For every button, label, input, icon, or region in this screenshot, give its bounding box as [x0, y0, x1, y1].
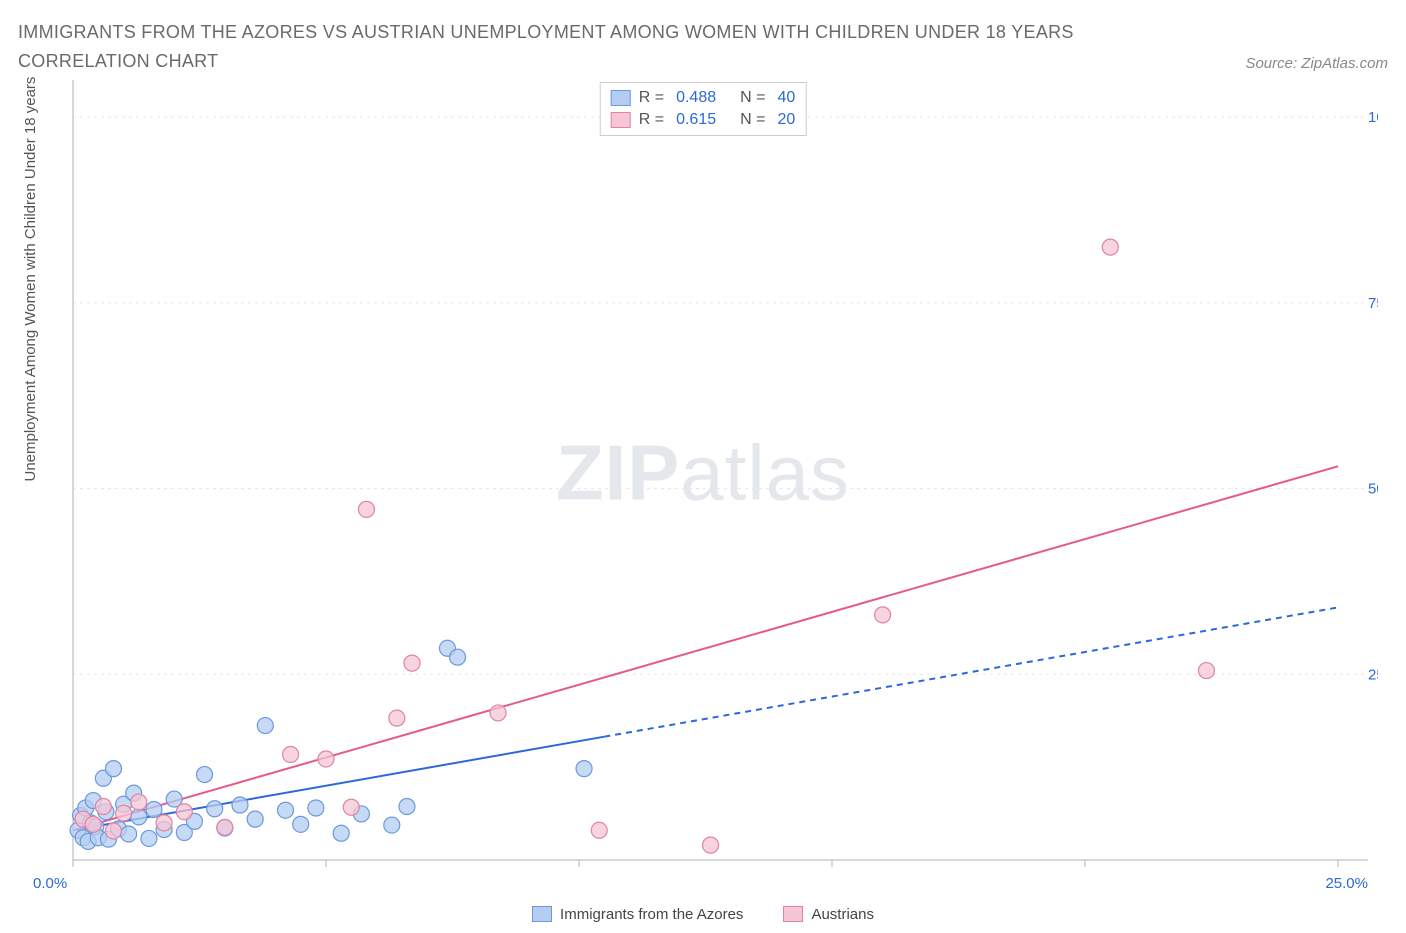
- n-value: 40: [777, 87, 795, 109]
- svg-text:25.0%: 25.0%: [1325, 875, 1368, 892]
- svg-text:50.0%: 50.0%: [1368, 480, 1378, 497]
- y-axis-label: Unemployment Among Women with Children U…: [22, 76, 39, 481]
- chart-title: IMMIGRANTS FROM THE AZORES VS AUSTRIAN U…: [18, 18, 1118, 76]
- n-value: 20: [777, 109, 795, 131]
- r-label: R =: [639, 87, 664, 109]
- legend-swatch-icon: [532, 906, 552, 922]
- svg-text:0.0%: 0.0%: [33, 875, 67, 892]
- legend-item: Austrians: [783, 906, 874, 923]
- chart-container: Unemployment Among Women with Children U…: [18, 80, 1388, 900]
- r-value: 0.488: [676, 87, 716, 109]
- legend-swatch-icon: [611, 90, 631, 106]
- svg-text:25.0%: 25.0%: [1368, 666, 1378, 683]
- legend-swatch-icon: [783, 906, 803, 922]
- r-label: R =: [639, 109, 664, 131]
- n-label: N =: [740, 87, 765, 109]
- svg-text:100.0%: 100.0%: [1368, 109, 1378, 126]
- source-label: Source: ZipAtlas.com: [1245, 55, 1388, 72]
- r-value: 0.615: [676, 109, 716, 131]
- svg-text:75.0%: 75.0%: [1368, 294, 1378, 311]
- legend-series: Immigrants from the Azores Austrians: [18, 906, 1388, 923]
- legend-stat-row: R = 0.615 N = 20: [611, 109, 796, 131]
- legend-stats: R = 0.488 N = 40 R = 0.615 N = 20: [600, 82, 807, 137]
- legend-swatch-icon: [611, 112, 631, 128]
- scatter-chart: 25.0% 50.0% 75.0% 100.0% 0.0% 25.0%: [18, 80, 1378, 900]
- legend-item: Immigrants from the Azores: [532, 906, 743, 923]
- legend-label: Immigrants from the Azores: [560, 906, 743, 923]
- legend-stat-row: R = 0.488 N = 40: [611, 87, 796, 109]
- n-label: N =: [740, 109, 765, 131]
- legend-label: Austrians: [811, 906, 874, 923]
